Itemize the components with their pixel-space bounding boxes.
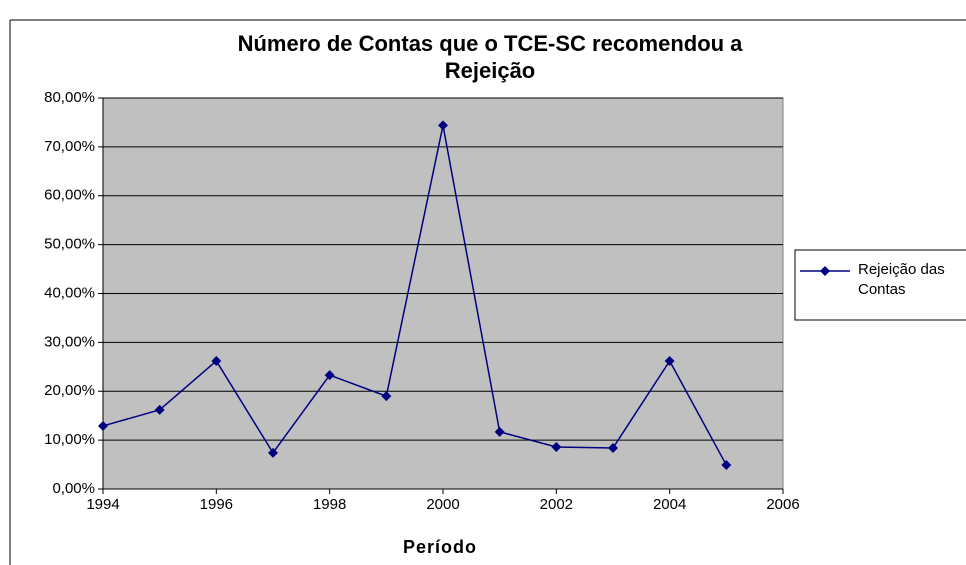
x-tick-label: 2006 <box>766 496 799 513</box>
legend-label: Rejeição das Contas <box>858 261 945 298</box>
x-tick-label: 1994 <box>86 496 119 513</box>
data-point <box>551 441 562 452</box>
y-tick-label: 0,00% <box>52 480 95 497</box>
y-tick-label: 10,00% <box>44 431 95 448</box>
title-line: Rejeição <box>445 58 536 83</box>
x-tick-label: 2002 <box>540 496 573 513</box>
data-point <box>268 447 278 458</box>
data-point <box>664 355 675 366</box>
y-tick-label: 40,00% <box>44 284 95 301</box>
data-point <box>438 120 448 131</box>
data-point <box>211 355 222 366</box>
x-tick-label: 1996 <box>200 496 233 513</box>
legend-marker <box>820 266 830 276</box>
y-tick-label: 30,00% <box>44 333 95 350</box>
x-tick-label: 2004 <box>653 496 686 513</box>
data-point <box>494 426 505 437</box>
y-tick-label: 80,00% <box>44 89 95 106</box>
x-axis-label: Período <box>403 537 477 557</box>
data-point <box>721 460 732 471</box>
data-point <box>324 370 335 381</box>
y-tick-label: 60,00% <box>44 187 95 204</box>
x-tick-label: 1998 <box>313 496 346 513</box>
y-tick-label: 50,00% <box>44 236 95 253</box>
y-tick-label: 70,00% <box>44 138 95 155</box>
data-point <box>608 442 618 453</box>
data-point <box>381 391 392 402</box>
chart-title: Número de Contas que o TCE-SC recomendou… <box>238 31 744 83</box>
y-tick-label: 20,00% <box>44 382 95 399</box>
x-tick-label: 2000 <box>426 496 459 513</box>
title-line: Número de Contas que o TCE-SC recomendou… <box>238 31 744 56</box>
series-line <box>102 125 727 466</box>
data-point <box>98 420 108 431</box>
legend-box <box>794 249 966 321</box>
data-point <box>154 404 165 415</box>
